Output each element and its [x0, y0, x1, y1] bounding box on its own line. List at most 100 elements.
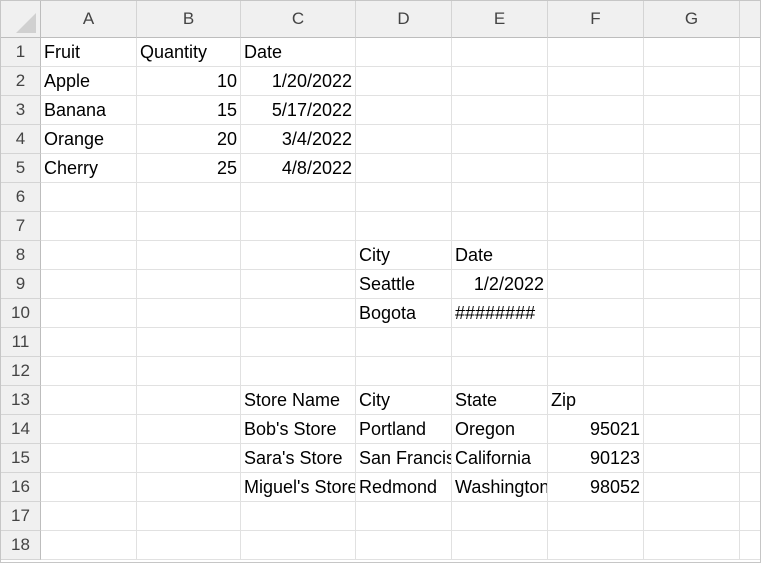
cell-D2[interactable]: [356, 67, 452, 96]
cell-D7[interactable]: [356, 212, 452, 241]
row-header-6[interactable]: 6: [1, 183, 41, 212]
cell-F15[interactable]: 90123: [548, 444, 644, 473]
cell-H10[interactable]: [740, 299, 760, 328]
cell-D16[interactable]: Redmond: [356, 473, 452, 502]
cell-D15[interactable]: San Francisco: [356, 444, 452, 473]
cell-C16[interactable]: Miguel's Store: [241, 473, 356, 502]
column-header-H[interactable]: [740, 1, 760, 38]
cell-H2[interactable]: [740, 67, 760, 96]
cell-F10[interactable]: [548, 299, 644, 328]
cell-H8[interactable]: [740, 241, 760, 270]
cell-G12[interactable]: [644, 357, 740, 386]
cell-G13[interactable]: [644, 386, 740, 415]
cell-C14[interactable]: Bob's Store: [241, 415, 356, 444]
cell-H16[interactable]: [740, 473, 760, 502]
cell-C18[interactable]: [241, 531, 356, 560]
cell-A1[interactable]: Fruit: [41, 38, 137, 67]
cell-H17[interactable]: [740, 502, 760, 531]
cell-H18[interactable]: [740, 531, 760, 560]
cell-F2[interactable]: [548, 67, 644, 96]
cell-E18[interactable]: [452, 531, 548, 560]
cell-D4[interactable]: [356, 125, 452, 154]
cell-C15[interactable]: Sara's Store: [241, 444, 356, 473]
cell-A3[interactable]: Banana: [41, 96, 137, 125]
cell-C1[interactable]: Date: [241, 38, 356, 67]
cell-E5[interactable]: [452, 154, 548, 183]
cell-B8[interactable]: [137, 241, 241, 270]
cell-C3[interactable]: 5/17/2022: [241, 96, 356, 125]
row-header-3[interactable]: 3: [1, 96, 41, 125]
cell-E6[interactable]: [452, 183, 548, 212]
cell-A13[interactable]: [41, 386, 137, 415]
cell-D11[interactable]: [356, 328, 452, 357]
cell-F17[interactable]: [548, 502, 644, 531]
cell-A7[interactable]: [41, 212, 137, 241]
row-header-12[interactable]: 12: [1, 357, 41, 386]
cell-F9[interactable]: [548, 270, 644, 299]
row-header-15[interactable]: 15: [1, 444, 41, 473]
cell-H3[interactable]: [740, 96, 760, 125]
column-header-D[interactable]: D: [356, 1, 452, 38]
cell-H13[interactable]: [740, 386, 760, 415]
cell-E1[interactable]: [452, 38, 548, 67]
cell-B11[interactable]: [137, 328, 241, 357]
cell-D17[interactable]: [356, 502, 452, 531]
cell-F7[interactable]: [548, 212, 644, 241]
column-header-A[interactable]: A: [41, 1, 137, 38]
cell-B15[interactable]: [137, 444, 241, 473]
column-header-G[interactable]: G: [644, 1, 740, 38]
cell-B17[interactable]: [137, 502, 241, 531]
cell-G16[interactable]: [644, 473, 740, 502]
column-header-E[interactable]: E: [452, 1, 548, 38]
row-header-8[interactable]: 8: [1, 241, 41, 270]
cell-D18[interactable]: [356, 531, 452, 560]
cell-D3[interactable]: [356, 96, 452, 125]
cell-E13[interactable]: State: [452, 386, 548, 415]
cell-H12[interactable]: [740, 357, 760, 386]
cell-F6[interactable]: [548, 183, 644, 212]
cell-C13[interactable]: Store Name: [241, 386, 356, 415]
select-all-button[interactable]: [1, 1, 41, 38]
cell-B12[interactable]: [137, 357, 241, 386]
cell-A14[interactable]: [41, 415, 137, 444]
cell-G2[interactable]: [644, 67, 740, 96]
cell-E16[interactable]: Washington: [452, 473, 548, 502]
cell-B10[interactable]: [137, 299, 241, 328]
cell-C8[interactable]: [241, 241, 356, 270]
cell-D9[interactable]: Seattle: [356, 270, 452, 299]
cell-D6[interactable]: [356, 183, 452, 212]
cell-E17[interactable]: [452, 502, 548, 531]
cell-A10[interactable]: [41, 299, 137, 328]
cell-E4[interactable]: [452, 125, 548, 154]
row-header-13[interactable]: 13: [1, 386, 41, 415]
cell-B16[interactable]: [137, 473, 241, 502]
cell-E15[interactable]: California: [452, 444, 548, 473]
cell-G10[interactable]: [644, 299, 740, 328]
cell-A17[interactable]: [41, 502, 137, 531]
cell-F18[interactable]: [548, 531, 644, 560]
cell-C2[interactable]: 1/20/2022: [241, 67, 356, 96]
cell-F4[interactable]: [548, 125, 644, 154]
cell-A9[interactable]: [41, 270, 137, 299]
cell-H1[interactable]: [740, 38, 760, 67]
cell-F16[interactable]: 98052: [548, 473, 644, 502]
cell-A5[interactable]: Cherry: [41, 154, 137, 183]
cell-D12[interactable]: [356, 357, 452, 386]
cell-C6[interactable]: [241, 183, 356, 212]
cell-G9[interactable]: [644, 270, 740, 299]
cell-B2[interactable]: 10: [137, 67, 241, 96]
cell-E8[interactable]: Date: [452, 241, 548, 270]
cell-G8[interactable]: [644, 241, 740, 270]
cell-B9[interactable]: [137, 270, 241, 299]
cell-D5[interactable]: [356, 154, 452, 183]
cell-G1[interactable]: [644, 38, 740, 67]
cell-G17[interactable]: [644, 502, 740, 531]
row-header-18[interactable]: 18: [1, 531, 41, 560]
cell-E11[interactable]: [452, 328, 548, 357]
cell-A8[interactable]: [41, 241, 137, 270]
cell-B3[interactable]: 15: [137, 96, 241, 125]
column-header-C[interactable]: C: [241, 1, 356, 38]
cell-C11[interactable]: [241, 328, 356, 357]
cell-F8[interactable]: [548, 241, 644, 270]
cell-A16[interactable]: [41, 473, 137, 502]
